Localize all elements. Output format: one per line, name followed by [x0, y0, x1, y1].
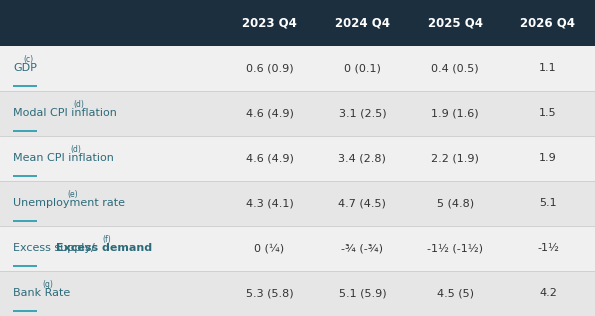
- Text: 4.5 (5): 4.5 (5): [437, 289, 474, 299]
- Bar: [0, 136, 595, 181]
- Text: Bank Rate: Bank Rate: [13, 289, 70, 299]
- Text: 2026 Q4: 2026 Q4: [521, 16, 575, 29]
- Text: -1½ (-1½): -1½ (-1½): [427, 243, 483, 253]
- Text: 3.1 (2.5): 3.1 (2.5): [339, 108, 386, 118]
- Text: 5.3 (5.8): 5.3 (5.8): [246, 289, 293, 299]
- Text: Mean CPI inflation: Mean CPI inflation: [13, 153, 114, 163]
- Text: 2025 Q4: 2025 Q4: [428, 16, 483, 29]
- Text: 4.2: 4.2: [539, 289, 557, 299]
- Text: Unemployment rate: Unemployment rate: [13, 198, 125, 209]
- Bar: [0, 181, 595, 226]
- Text: Modal CPI inflation: Modal CPI inflation: [13, 108, 117, 118]
- Bar: [0, 91, 595, 136]
- Text: (c): (c): [24, 55, 34, 64]
- Text: -1½: -1½: [537, 243, 559, 253]
- Bar: [0, 271, 595, 316]
- Bar: [0, 0, 595, 46]
- Text: (g): (g): [42, 280, 53, 289]
- Bar: [0, 46, 595, 91]
- Text: 2024 Q4: 2024 Q4: [335, 16, 390, 29]
- Text: 1.5: 1.5: [539, 108, 557, 118]
- Text: 5.1: 5.1: [539, 198, 557, 209]
- Text: 4.6 (4.9): 4.6 (4.9): [246, 108, 293, 118]
- Text: GDP: GDP: [13, 63, 37, 73]
- Text: -¾ (-¾): -¾ (-¾): [342, 243, 383, 253]
- Text: 1.9: 1.9: [539, 153, 557, 163]
- Text: 2023 Q4: 2023 Q4: [242, 16, 297, 29]
- Text: (d): (d): [73, 100, 84, 109]
- Text: 0 (¼): 0 (¼): [255, 243, 284, 253]
- Text: 0.6 (0.9): 0.6 (0.9): [246, 63, 293, 73]
- Text: 4.7 (4.5): 4.7 (4.5): [339, 198, 386, 209]
- Text: 4.3 (4.1): 4.3 (4.1): [246, 198, 293, 209]
- Text: 3.4 (2.8): 3.4 (2.8): [339, 153, 386, 163]
- Bar: [0, 226, 595, 271]
- Text: (f): (f): [102, 235, 111, 244]
- Text: Excess demand: Excess demand: [57, 243, 152, 253]
- Text: Excess supply/: Excess supply/: [13, 243, 95, 253]
- Text: 2.2 (1.9): 2.2 (1.9): [431, 153, 479, 163]
- Text: (d): (d): [70, 145, 81, 154]
- Text: 1.1: 1.1: [539, 63, 557, 73]
- Text: (e): (e): [67, 190, 77, 199]
- Text: 5 (4.8): 5 (4.8): [437, 198, 474, 209]
- Text: 0 (0.1): 0 (0.1): [344, 63, 381, 73]
- Text: 0.4 (0.5): 0.4 (0.5): [431, 63, 479, 73]
- Text: 4.6 (4.9): 4.6 (4.9): [246, 153, 293, 163]
- Text: 1.9 (1.6): 1.9 (1.6): [431, 108, 479, 118]
- Text: 5.1 (5.9): 5.1 (5.9): [339, 289, 386, 299]
